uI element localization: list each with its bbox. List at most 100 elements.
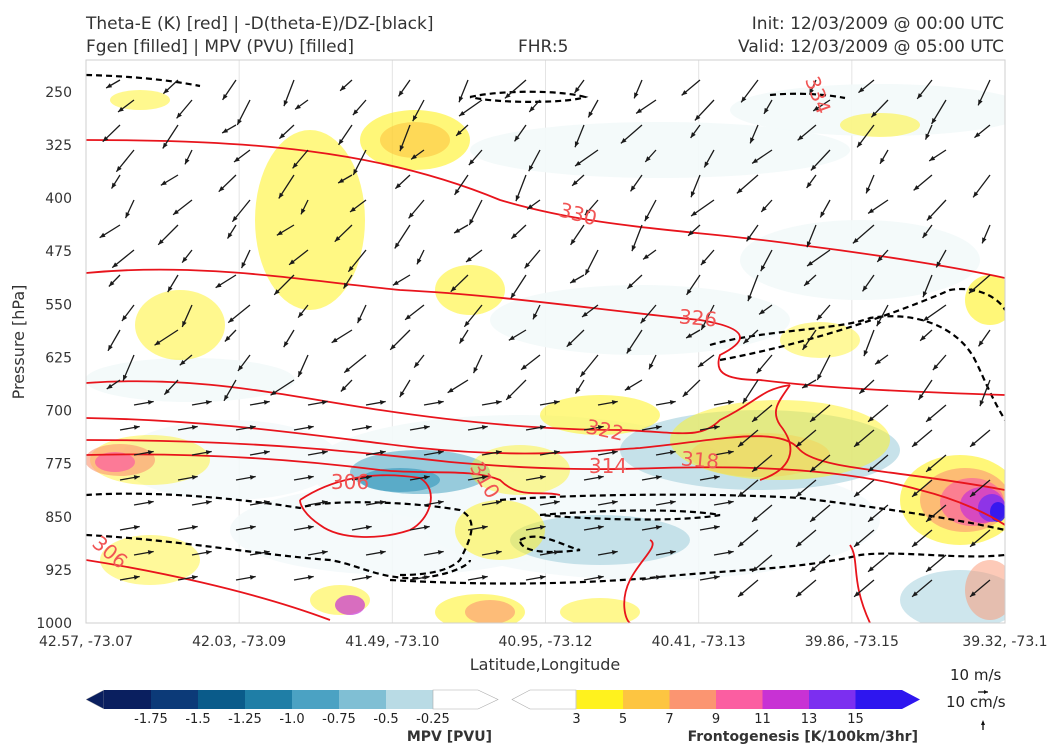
wind-vector-arrowhead (514, 135, 520, 142)
wind-vector-arrowhead (760, 265, 766, 272)
wind-vector-arrowhead (481, 575, 488, 580)
wind-vector-arrowhead (796, 491, 802, 497)
theta-e-label: 326 (678, 304, 718, 331)
wind-vector-arrowhead (854, 541, 860, 547)
wind-vector-arrowhead (274, 289, 280, 295)
wind-vector-arrowhead (423, 575, 430, 580)
wind-vector-arrowhead (727, 500, 734, 505)
fgen-colorbar-swatch (762, 690, 809, 709)
theta-e-label: 306 (331, 470, 369, 494)
wind-vector-arrowhead (926, 516, 932, 522)
fgen-colorbar-label: Frontogenesis [K/100km/3hr] (688, 729, 918, 745)
wind-vector-arrowhead (752, 566, 758, 572)
fgen-colorbar-tick: 9 (712, 712, 720, 727)
wind-vector-arrowhead (205, 550, 212, 555)
wind-vector-arrowhead (133, 575, 140, 580)
stability-contour (389, 552, 1005, 585)
mpv-colorbar-swatch (104, 690, 151, 709)
wind-vector-arrowhead (205, 400, 212, 405)
x-tick-label: 40.95, -73.12 (498, 634, 592, 650)
wind-vector-arrowhead (147, 400, 154, 405)
wind-vector-arrowhead (464, 320, 470, 327)
wind-vector-arrowhead (713, 525, 720, 530)
wind-vector-arrowhead (704, 161, 710, 168)
wind-vector-arrowhead (292, 162, 298, 169)
theta-e-contour (86, 453, 561, 496)
stability-contour (539, 509, 721, 521)
wind-vector-arrowhead (411, 154, 417, 160)
wind-vector-arrowhead (227, 232, 233, 239)
wind-vector-arrowhead (263, 550, 270, 555)
wind-vector-arrowhead (929, 155, 936, 161)
wind-vector-arrowhead (515, 195, 521, 202)
fgen-colorbar-tick: 13 (801, 712, 818, 727)
wind-vector-arrowhead (167, 286, 173, 293)
wind-vector-arrowhead (918, 394, 924, 400)
wind-vector-arrowhead (379, 400, 386, 405)
valid-time: Valid: 12/03/2009 @ 05:00 UTC (738, 37, 1004, 57)
fgen-colorbar: 3 5 7 9 11 13 15 (511, 689, 920, 727)
filled-contour-blob (840, 113, 920, 137)
mpv-colorbar-swatch (339, 690, 386, 709)
wind-vector-arrowhead (147, 500, 154, 505)
filled-contour-blob (435, 265, 505, 315)
mpv-colorbar-swatch (151, 690, 198, 709)
wind-vector-arrowhead (802, 383, 809, 388)
wind-vector-arrowhead (158, 239, 164, 245)
wind-vector-arrowhead (645, 156, 651, 162)
wind-vector-arrowhead (506, 394, 512, 400)
wind-vector-arrowhead (405, 314, 411, 320)
wind-vector-arrowhead (416, 258, 422, 265)
wind-key-horizontal: 10 m/s (950, 666, 1002, 684)
wind-vector-arrowhead (437, 500, 444, 505)
wind-vector-arrowhead (574, 87, 580, 93)
wind-vector-arrowhead (133, 525, 140, 530)
x-tick-label: 42.03, -73.09 (192, 634, 286, 650)
wind-vector-arrowhead (681, 90, 688, 96)
wind-vector-arrowhead (713, 475, 720, 480)
wind-vector-arrowhead (752, 466, 758, 472)
wind-vector-arrowhead (690, 132, 696, 138)
wind-vector-arrowhead (392, 280, 399, 286)
wind-vector-arrowhead (854, 491, 860, 497)
filled-contour-blob (965, 560, 1005, 620)
y-tick-label: 400 (45, 191, 72, 207)
filled-contour-blob (965, 275, 1005, 325)
wind-vector-arrowhead (521, 364, 527, 370)
wind-vector-arrowhead (979, 400, 985, 407)
y-tick-label: 775 (45, 457, 72, 473)
wind-vector-arrowhead (108, 280, 115, 287)
wind-vector-arrowhead (868, 466, 874, 472)
wind-vector-arrowhead (669, 400, 676, 405)
theta-e-label: 314 (589, 454, 627, 478)
wind-vector-arrowhead (756, 367, 762, 374)
wind-vector-arrowhead (163, 88, 170, 94)
wind-vector-arrowhead (218, 186, 225, 192)
wind-vector-arrowhead (611, 550, 618, 555)
wind-vector-arrowhead (572, 180, 578, 186)
mpv-colorbar-tick: -1.0 (279, 712, 304, 727)
wind-vector-arrowhead (810, 466, 816, 472)
fgen-colorbar-low-extend (511, 689, 577, 710)
wind-vector-arrowhead (694, 114, 701, 121)
wind-vector-arrowhead (810, 164, 817, 171)
wind-vector-arrowhead (539, 475, 546, 480)
wind-vector-arrowhead (289, 259, 295, 265)
filled-contour-blob (470, 122, 850, 178)
wind-vector-arrowhead (414, 361, 420, 368)
wind-vector-arrowhead (978, 99, 983, 106)
wind-vector-arrowhead (973, 191, 979, 198)
x-tick-label: 39.86, -73.15 (805, 634, 899, 650)
wind-vector-arrowhead (570, 278, 577, 283)
wind-vector-arrowhead (283, 100, 289, 107)
wind-vector-arrowhead (344, 367, 351, 373)
wind-vector-arrowhead (379, 450, 386, 455)
wind-vector-arrowhead (205, 500, 212, 505)
fgen-colorbar-tick: 7 (665, 712, 673, 727)
wind-vector-arrowhead (249, 575, 256, 580)
wind-vector-arrowhead (278, 192, 284, 199)
title-line-2: Fgen [filled] | MPV (PVU) [filled] (86, 37, 355, 57)
wind-vector-arrowhead (125, 212, 131, 219)
wind-vector-arrowhead (866, 187, 871, 194)
wind-vector-arrowhead (173, 209, 179, 215)
